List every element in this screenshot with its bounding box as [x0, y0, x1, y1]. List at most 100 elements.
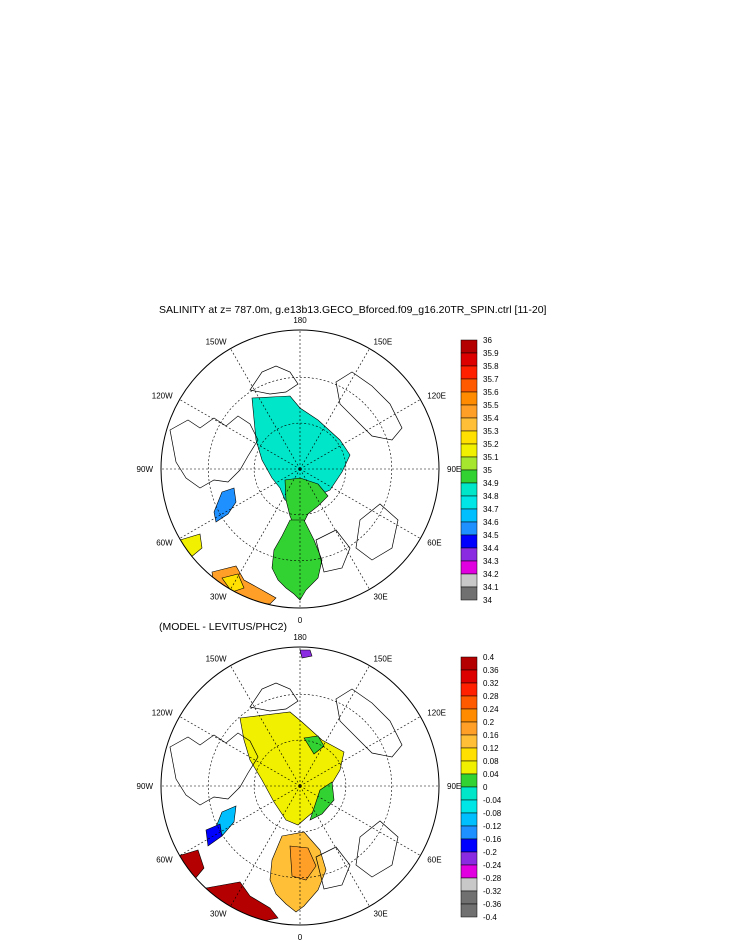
colorbar-swatch	[460, 708, 478, 723]
longitude-label: 180	[293, 633, 307, 642]
longitude-gridline	[299, 665, 370, 787]
longitude-label: 30E	[374, 909, 388, 918]
coastline	[315, 846, 351, 890]
colorbar-tick-label: -0.12	[483, 822, 502, 831]
longitude-label: 90W	[137, 465, 154, 474]
colorbar-tick-label: 35.4	[483, 414, 499, 423]
longitude-label: 30E	[374, 592, 388, 601]
colorbar-swatch	[460, 864, 478, 879]
map-boundary	[160, 329, 440, 609]
longitude-label: 60E	[427, 539, 441, 548]
colorbar-tick-label: 35.7	[483, 375, 499, 384]
longitude-label: 90W	[137, 782, 154, 791]
colorbar-tick-label: 0.32	[483, 679, 499, 688]
longitude-gridline	[299, 468, 421, 539]
colorbar-swatch	[460, 812, 478, 827]
colorbar-swatch	[460, 851, 478, 866]
colorbar-tick-label: -0.08	[483, 809, 502, 818]
longitude-gridline	[299, 399, 421, 470]
colorbar-tick-label: -0.32	[483, 887, 502, 896]
colorbar-swatch	[460, 365, 478, 380]
top-field-region	[213, 487, 237, 523]
colorbar-swatch	[460, 378, 478, 393]
top-field-region	[284, 477, 329, 531]
bottom-field-region	[289, 845, 317, 881]
colorbar-swatch	[460, 747, 478, 762]
longitude-label: 120W	[152, 392, 173, 401]
colorbar-swatch	[460, 352, 478, 367]
longitude-label: 90E	[447, 782, 461, 791]
colorbar-swatch	[460, 734, 478, 749]
longitude-gridline	[299, 468, 370, 590]
colorbar-tick-label: 34.9	[483, 479, 499, 488]
colorbar-swatch	[460, 890, 478, 905]
longitude-label: 180	[293, 316, 307, 325]
colorbar-tick-label: 34.1	[483, 583, 499, 592]
longitude-gridline	[179, 716, 301, 787]
coastline	[335, 688, 403, 758]
colorbar-tick-label: -0.16	[483, 835, 502, 844]
bottom-map-panel: 180 150E 120E 90E 60E 30E 0 30W 60W 90W 120W 150W 0.…	[137, 633, 502, 942]
colorbar-tick-label: 35.3	[483, 427, 499, 436]
longitude-label: 30W	[210, 592, 227, 601]
colorbar-tick-label: 36	[483, 336, 492, 345]
longitude-gridline	[230, 665, 301, 787]
top-field-region	[221, 573, 245, 593]
colorbar-tick-label: 0.08	[483, 757, 499, 766]
colorbar-tick-label: 34.5	[483, 531, 499, 540]
colorbar-tick-label: 0.04	[483, 770, 499, 779]
coastline	[249, 682, 299, 712]
colorbar-tick-label: 0.4	[483, 653, 495, 662]
colorbar-swatch	[460, 877, 478, 892]
coastline	[355, 503, 399, 561]
longitude-label: 0	[298, 616, 303, 625]
colorbar-swatch	[460, 838, 478, 853]
longitude-label: 120E	[427, 392, 446, 401]
colorbar-swatch	[460, 825, 478, 840]
bottom-field-region	[309, 781, 335, 821]
colorbar-swatch	[460, 773, 478, 788]
coastline	[249, 365, 299, 395]
longitude-gridline	[179, 399, 301, 470]
colorbar-tick-label: -0.36	[483, 900, 502, 909]
coastline	[335, 371, 403, 441]
colorbar-swatch	[460, 417, 478, 432]
colorbar-swatch	[460, 469, 478, 484]
difference-chart-title: (MODEL - LEVITUS/PHC2)	[159, 621, 287, 633]
colorbar-swatch	[460, 799, 478, 814]
coastline	[315, 529, 351, 573]
longitude-label: 120E	[427, 709, 446, 718]
colorbar-tick-label: -0.2	[483, 848, 497, 857]
colorbar-swatch	[460, 456, 478, 471]
colorbar-swatch	[460, 339, 478, 354]
colorbar-swatch	[460, 404, 478, 419]
longitude-label: 150W	[206, 338, 227, 347]
colorbar-tick-label: 35.2	[483, 440, 499, 449]
colorbar-tick-label: 35.6	[483, 388, 499, 397]
colorbar-tick-label: 0.28	[483, 692, 499, 701]
colorbar-tick-label: 35.5	[483, 401, 499, 410]
colorbar-tick-label: 34.2	[483, 570, 499, 579]
longitude-gridline	[299, 348, 370, 470]
longitude-gridline	[299, 785, 370, 907]
longitude-gridline	[299, 785, 421, 856]
top-map-panel: 180 150E 120E 90E 60E 30E 0 30W 60W 90W 120W 150W 36…	[137, 316, 500, 625]
longitude-gridline	[230, 785, 301, 907]
longitude-label: 150E	[374, 338, 393, 347]
colorbar-swatch	[460, 443, 478, 458]
colorbar-tick-label: 34.3	[483, 557, 499, 566]
colorbar-swatch	[460, 482, 478, 497]
colorbar-tick-label: 0	[483, 783, 488, 792]
chart-title: SALINITY at z= 787.0m, g.e13b13.GECO_Bfo…	[159, 304, 547, 316]
colorbar-tick-label: 34.8	[483, 492, 499, 501]
colorbar-swatch	[460, 391, 478, 406]
colorbar-swatch	[460, 586, 478, 601]
longitude-label: 60W	[156, 856, 173, 865]
colorbar-swatch	[460, 721, 478, 736]
colorbar-swatch	[460, 521, 478, 536]
colorbar-tick-label: 34	[483, 596, 492, 605]
colorbar-swatch	[460, 786, 478, 801]
longitude-gridline	[230, 468, 301, 590]
bottom-field-region	[177, 849, 205, 885]
map-boundary	[160, 646, 440, 926]
